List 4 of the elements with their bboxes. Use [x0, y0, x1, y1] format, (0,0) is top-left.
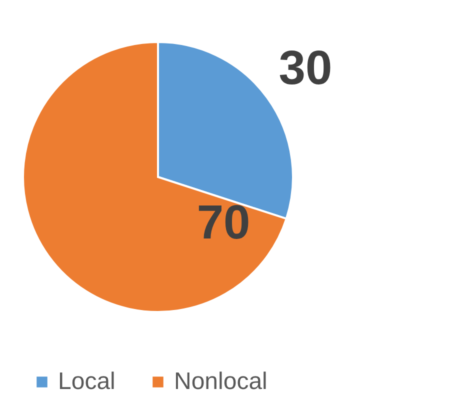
data-label: 70: [196, 196, 250, 250]
data-label: 30: [278, 42, 332, 95]
legend-label: Local: [58, 368, 116, 395]
legend-label: Nonlocal: [174, 368, 268, 395]
